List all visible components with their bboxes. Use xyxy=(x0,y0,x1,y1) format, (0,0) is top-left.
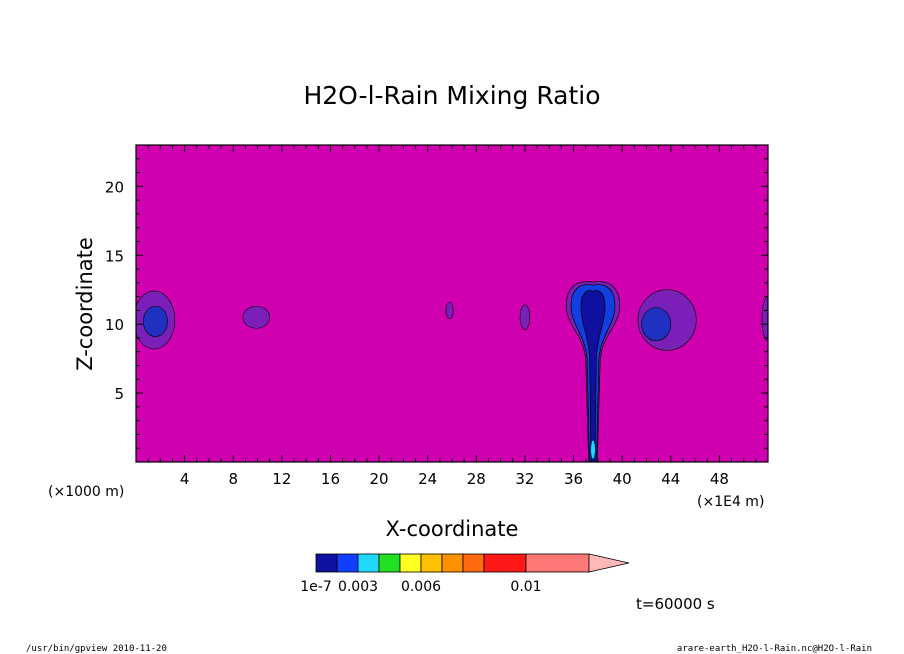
colorbar-segment xyxy=(462,553,485,573)
x-axis-label: X-coordinate xyxy=(386,517,519,541)
y-tick-label: 5 xyxy=(114,385,124,403)
colorbar-label: 0.003 xyxy=(338,579,378,595)
x-tick-label: 24 xyxy=(418,470,437,488)
chart-title: H2O-l-Rain Mixing Ratio xyxy=(303,81,600,110)
footer-left: /usr/bin/gpview 2010-11-20 xyxy=(26,644,167,654)
axis-ticks xyxy=(136,145,768,462)
x-tick-label: 40 xyxy=(613,470,632,488)
x-tick-label: 36 xyxy=(564,470,583,488)
contour-region-edge xyxy=(761,296,768,342)
x-tick-label: 20 xyxy=(370,470,389,488)
colorbar-label: 1e-7 xyxy=(300,579,331,595)
colorbar-segment xyxy=(525,553,590,573)
colorbar-segment xyxy=(399,553,422,573)
x-unit-right: (×1E4 m) xyxy=(697,494,764,510)
colorbar-label: 0.01 xyxy=(510,579,541,595)
x-tick-label: 16 xyxy=(321,470,340,488)
colorbar-segment xyxy=(357,553,380,573)
y-tick-label: 10 xyxy=(105,316,124,334)
contour-region-2 xyxy=(242,305,270,329)
x-unit-left: (×1000 m) xyxy=(48,484,124,500)
contour-region-1 xyxy=(142,305,168,337)
y-tick-label: 15 xyxy=(105,247,124,265)
x-tick-label: 28 xyxy=(467,470,486,488)
colorbar-arrow xyxy=(588,553,630,573)
x-tick-label: 32 xyxy=(515,470,534,488)
footer-right: arare-earth_H2O-l-Rain.nc@H2O-l-Rain xyxy=(677,644,872,654)
rain-shaft xyxy=(565,281,621,462)
x-tick-label: 44 xyxy=(661,470,680,488)
contour-regions xyxy=(136,289,768,351)
colorbar-segment xyxy=(336,553,359,573)
plot-area xyxy=(135,144,769,463)
y-axis-label: Z-coordinate xyxy=(73,237,97,371)
colorbar-segment xyxy=(441,553,464,573)
x-tick-label: 12 xyxy=(272,470,291,488)
rain-shaft-core xyxy=(580,290,606,462)
colorbar-segment xyxy=(378,553,401,573)
rain-shaft-tip xyxy=(590,440,595,459)
x-tick-label: 4 xyxy=(180,470,190,488)
colorbar-labels: 1e-7 0.003 0.006 0.01 xyxy=(300,579,541,595)
x-tick-labels: 4 8 12 16 20 24 28 32 36 40 44 48 xyxy=(180,470,729,488)
colorbar xyxy=(315,553,630,573)
y-tick-label: 20 xyxy=(105,178,124,196)
x-tick-label: 8 xyxy=(228,470,238,488)
time-label: t=60000 s xyxy=(636,595,715,613)
y-tick-labels: 5 10 15 20 xyxy=(105,178,124,403)
contour-region-6 xyxy=(641,307,672,342)
colorbar-segment xyxy=(483,553,527,573)
colorbar-segment xyxy=(420,553,443,573)
contour-region-3 xyxy=(445,301,454,319)
x-tick-label: 48 xyxy=(710,470,729,488)
colorbar-segment xyxy=(315,553,338,573)
contour-region-4 xyxy=(519,304,531,330)
colorbar-label: 0.006 xyxy=(401,579,441,595)
